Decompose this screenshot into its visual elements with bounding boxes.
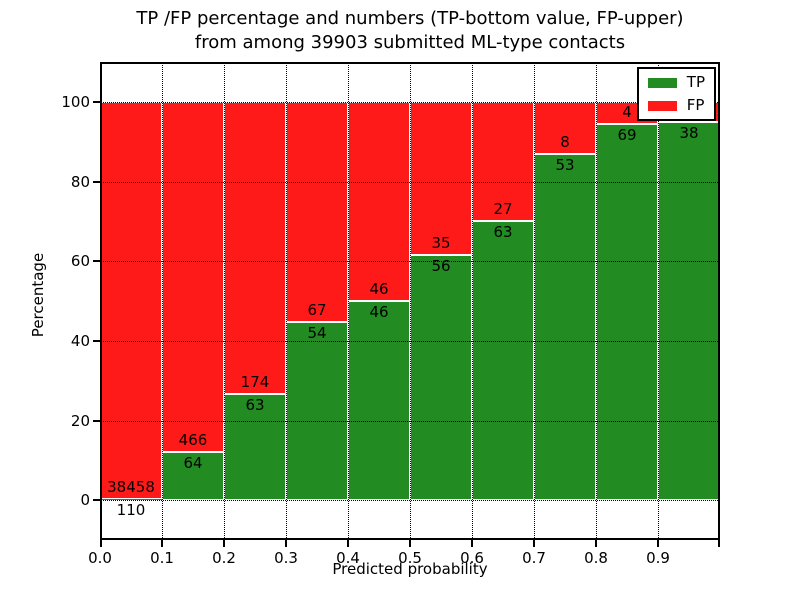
y-axis-tick [93, 339, 100, 342]
x-tick-label: 0.1 [150, 549, 174, 567]
tp-bar-segment [472, 221, 534, 501]
tp-bar-segment [100, 499, 162, 501]
y-tick-label: 40 [70, 331, 90, 350]
y-axis-tick [93, 499, 100, 502]
y-tick-label: 100 [61, 92, 90, 111]
x-tick-label: 0.2 [212, 549, 236, 567]
vertical-gridline [472, 62, 473, 540]
fp-count-label: 38458 [107, 478, 155, 496]
x-axis-tick [595, 540, 597, 547]
chart-title-line2: from among 39903 submitted ML-type conta… [194, 32, 626, 53]
fp-bar-segment [224, 101, 286, 395]
vertical-gridline [162, 62, 163, 540]
tp-color-swatch [647, 77, 677, 88]
chart-title: TP /FP percentage and numbers (TP-bottom… [100, 7, 720, 55]
x-tick-label: 0.6 [460, 549, 484, 567]
y-axis-tick [93, 260, 100, 263]
tp-count-label: 46 [369, 303, 389, 321]
x-tick-label: 0.8 [584, 549, 608, 567]
tp-bar-segment [286, 322, 348, 501]
vertical-gridline [596, 62, 597, 540]
fp-count-label: 35 [431, 234, 451, 253]
x-tick-label: 0.7 [522, 549, 546, 567]
legend-label-tp: TP [686, 73, 705, 91]
tp-count-label: 64 [183, 454, 203, 473]
tp-count-label: 53 [555, 156, 575, 175]
fp-color-swatch [647, 100, 677, 111]
x-tick-label: 0.5 [398, 549, 422, 567]
fp-count-label: 67 [307, 301, 327, 320]
y-axis-tick [93, 419, 100, 422]
legend-label-fp: FP [686, 96, 705, 114]
fp-count-label: 8 [560, 133, 570, 152]
tp-count-label: 69 [617, 125, 637, 144]
vertical-gridline [534, 62, 535, 540]
vertical-gridline [286, 62, 287, 540]
x-axis-tick [285, 540, 287, 547]
tp-count-label: 56 [431, 257, 451, 276]
y-axis-tick [93, 100, 100, 103]
y-tick-label: 20 [70, 411, 90, 430]
fp-bar-segment [162, 101, 224, 453]
x-tick-label: 0.9 [646, 549, 670, 567]
tp-bar-segment [658, 121, 720, 501]
fp-bar-segment [410, 101, 472, 256]
fp-count-label: 466 [178, 431, 208, 450]
x-axis-tick [657, 540, 659, 547]
fp-count-label: 4 [622, 102, 632, 121]
fp-count-label: 27 [493, 200, 513, 219]
tp-count-label: 63 [493, 223, 513, 242]
fp-count-label: 46 [369, 280, 389, 298]
tp-count-label: 110 [116, 501, 146, 519]
x-tick-label: 0.4 [336, 549, 360, 567]
vertical-gridline [348, 62, 349, 540]
chart-title-line1: TP /FP percentage and numbers (TP-bottom… [136, 8, 684, 29]
x-axis-tick [409, 540, 411, 547]
tp-bar-segment [348, 301, 410, 501]
x-axis-label: Predicted probability [332, 560, 488, 578]
plot-area: TP FP 38458 110 466 64 174 63 67 54 46 46 35 56 27 63… [61, 62, 720, 567]
y-tick-label: 0 [80, 491, 90, 510]
fp-count-label: 174 [240, 373, 270, 392]
vertical-gridline [410, 62, 411, 540]
x-axis-tick [718, 540, 720, 547]
fp-bar-segment [534, 101, 596, 155]
x-axis-tick [533, 540, 535, 547]
y-tick-label: 60 [70, 252, 90, 271]
y-axis-tick [93, 180, 100, 183]
legend-item-tp: TP [647, 73, 705, 91]
x-axis-tick [347, 540, 349, 547]
fp-bar-segment [348, 101, 410, 301]
x-axis-tick [471, 540, 473, 547]
y-tick-label: 80 [70, 172, 90, 191]
vertical-gridline [224, 62, 225, 540]
tp-count-label: 63 [245, 396, 265, 415]
x-tick-label: 0.0 [88, 549, 112, 567]
x-axis-tick [161, 540, 163, 547]
vertical-gridline [658, 62, 659, 540]
tp-bar-segment [410, 255, 472, 501]
fp-bar-segment [286, 101, 348, 323]
tp-bar-segment [162, 452, 224, 501]
tp-bar-segment [534, 154, 596, 501]
x-axis-tick [100, 540, 102, 547]
tp-count-label: 54 [307, 324, 327, 343]
x-tick-label: 0.3 [274, 549, 298, 567]
x-axis-tick [223, 540, 225, 547]
tp-count-label: 38 [679, 123, 699, 142]
tp-bar-segment [596, 123, 658, 501]
legend: TP FP [636, 67, 716, 121]
fp-bar-segment [100, 101, 162, 499]
legend-item-fp: FP [647, 96, 705, 114]
